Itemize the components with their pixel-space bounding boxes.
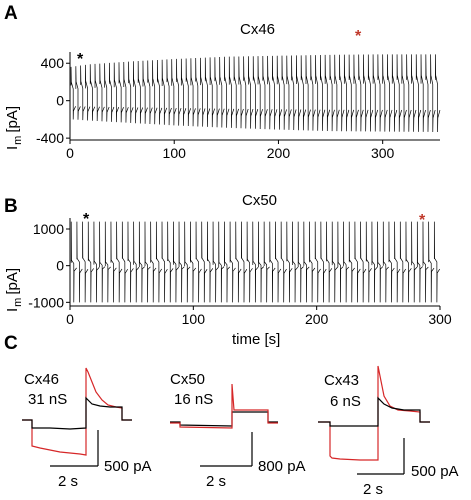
panel-a-title: Cx46 [240,21,275,38]
panel-a-trace [70,54,441,133]
panel-b-xtick-label: 300 [428,311,452,327]
trace-cx50: Cx50 16 nS 800 pA 2 s [170,371,306,490]
panel-b-red-star: * [419,212,426,229]
panel-b-xlabel: time [s] [232,331,280,348]
panel-a-ytick-label: 400 [41,55,65,71]
panel-b-black-star: * [83,211,90,228]
panel-a-xtick-label: 0 [66,145,74,161]
panel-a-ytick-label: -400 [36,130,64,146]
trace-cx46-black [22,396,132,430]
panel-b-xtick-label: 100 [182,311,206,327]
panel-a-black-star: * [77,51,84,68]
panel-b-ytick-label: 1000 [33,221,64,237]
trace-cx50-scale-y-label: 800 pA [258,458,306,475]
panel-b-letter: B [4,196,18,217]
trace-cx43-conductance: 6 nS [330,393,361,410]
panel-a-trace-path [70,54,441,133]
trace-cx46-scale-y-label: 500 pA [104,458,152,475]
trace-cx46-conductance: 31 nS [28,391,67,408]
panel-a-xtick-label: 200 [267,145,291,161]
trace-cx50-name: Cx50 [170,371,205,388]
panel-c: C Cx46 31 nS 500 pA 2 s Cx50 16 nS 800 p… [4,333,459,498]
panel-b-ytick-label: 0 [56,258,64,274]
trace-cx46-name: Cx46 [24,371,59,388]
panel-b-xtick-label: 200 [305,311,329,327]
trace-cx43-name: Cx43 [324,372,359,389]
trace-cx43-scale-x-label: 2 s [363,481,383,498]
trace-cx50-conductance: 16 nS [174,391,213,408]
panel-b-title: Cx50 [242,192,277,209]
panel-a-letter: A [4,3,18,24]
panel-b-xtick-label: 0 [66,311,74,327]
trace-cx43: Cx43 6 nS 500 pA 2 s [318,365,459,498]
panel-b-trace-path [70,221,441,303]
trace-cx50-red [170,383,278,429]
trace-cx46: Cx46 31 nS 500 pA 2 s [22,367,152,490]
panel-c-letter: C [4,333,18,354]
trace-cx46-scale-x-label: 2 s [58,473,78,490]
trace-cx43-scale-y-label: 500 pA [411,463,459,480]
panel-b-ytick-label: -1000 [28,294,64,310]
panel-a-xtick-label: 100 [163,145,187,161]
panel-a-ytick-label: 0 [56,93,64,109]
trace-cx43-black [318,396,430,427]
trace-cx50-scale-x-label: 2 s [206,473,226,490]
panel-a-ylabel: Im[pA] [4,106,24,150]
panel-b-ylabel: Im[pA] [4,268,24,312]
trace-cx50-black [170,411,278,427]
trace-cx43-red [318,365,430,461]
panel-a-xtick-label: 300 [371,145,395,161]
panel-b-trace [70,221,441,303]
panel-a-red-star: * [355,28,362,45]
